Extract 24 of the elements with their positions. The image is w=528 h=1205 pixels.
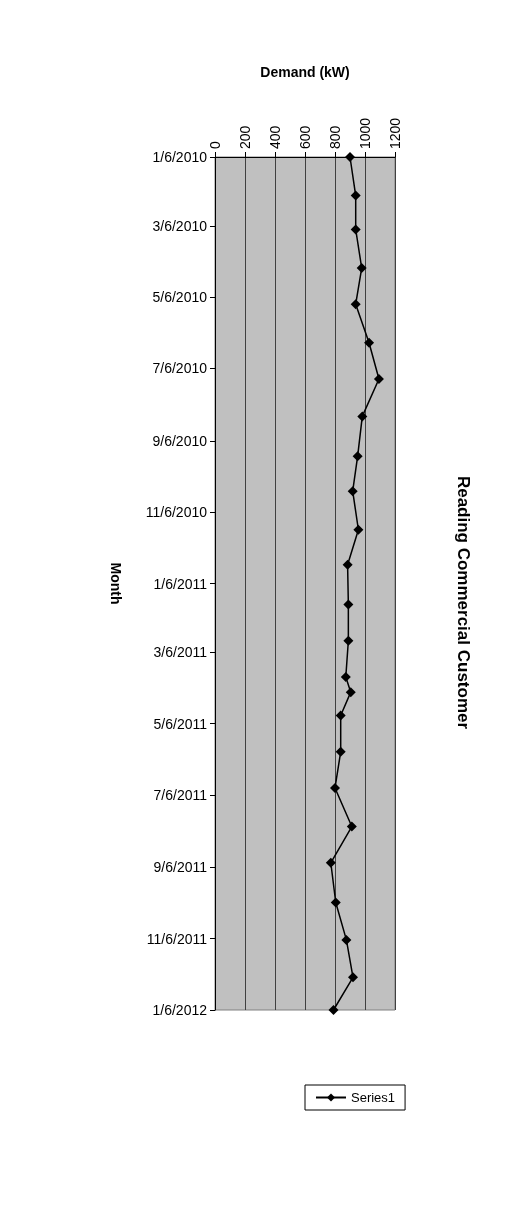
- legend-label: Series1: [351, 1090, 396, 1105]
- y-tick-label: 9/6/2011: [153, 859, 208, 876]
- x-tick-label: 1000: [357, 117, 373, 149]
- y-tick-label: 7/6/2010: [152, 360, 208, 377]
- x-tick-label: 1200: [387, 117, 403, 149]
- y-tick-label: 7/6/2011: [153, 787, 208, 803]
- y-tick-label: 11/6/2010: [145, 504, 208, 521]
- x-axis-title: Demand (kW): [260, 64, 350, 80]
- x-tick-label: 400: [267, 125, 283, 149]
- y-tick-label: 1/6/2012: [152, 1002, 208, 1018]
- text: Reading Commercial Customer: [454, 475, 473, 730]
- y-tick-label: 9/6/2010: [152, 432, 208, 449]
- y-tick-label: 3/6/2010: [152, 217, 208, 234]
- x-tick-label: 600: [297, 125, 313, 149]
- x-tick-label: 0: [207, 141, 223, 149]
- y-tick-label: 1/6/2010: [152, 149, 208, 165]
- y-tick-label: 1/6/2011: [153, 575, 208, 592]
- x-tick-label: 800: [327, 125, 343, 149]
- y-tick-label: 5/6/2010: [152, 289, 208, 306]
- x-tick-label: 200: [237, 125, 253, 149]
- y-tick-label: 11/6/2011: [146, 930, 208, 947]
- y-axis-title: Month: [108, 562, 124, 605]
- y-tick-label: 3/6/2011: [153, 644, 208, 661]
- y-tick-label: 5/6/2011: [153, 715, 208, 732]
